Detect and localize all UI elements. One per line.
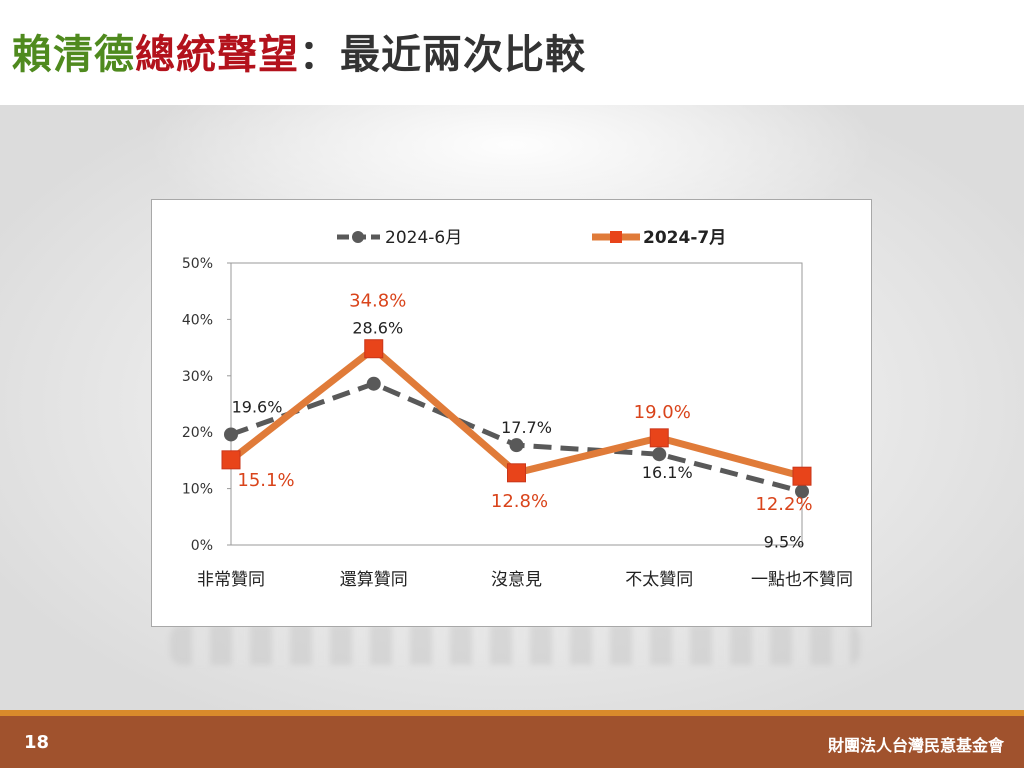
- data-label-2024-6: 16.1%: [642, 463, 693, 482]
- page-number: 18: [24, 732, 50, 753]
- title-name: 賴清德: [12, 32, 135, 78]
- series-point-2024-7: [649, 428, 669, 448]
- data-label-2024-6: 17.7%: [501, 418, 552, 437]
- line-chart: 0% 10% 20% 30% 40% 50% 非常贊同 還算贊同 沒意見 不太贊同 一點也不贊同 19…: [182, 228, 853, 590]
- data-label-2024-7: 12.2%: [755, 494, 812, 515]
- page-title: 賴清德總統聲望：最近兩次比較: [12, 22, 586, 80]
- organization-name: 財團法人台灣民意基金會: [827, 736, 1004, 755]
- legend-marker-2024-6: [352, 231, 364, 243]
- data-label-2024-7: 34.8%: [349, 291, 406, 312]
- chart-panel: 0% 10% 20% 30% 40% 50% 非常贊同 還算贊同 沒意見 不太贊同 一點也不贊同 19…: [151, 199, 872, 627]
- data-label-2024-7: 19.0%: [634, 402, 691, 423]
- series-point-2024-6: [795, 484, 809, 499]
- x-category-label: 一點也不贊同: [751, 570, 853, 590]
- y-tick-label: 20%: [182, 425, 213, 441]
- series-point-2024-7: [364, 339, 384, 359]
- series-point-2024-7: [221, 450, 241, 470]
- legend-label-2024-7: 2024-7月: [643, 228, 726, 248]
- x-category-label: 非常贊同: [197, 570, 265, 590]
- data-label-2024-6: 28.6%: [352, 319, 403, 338]
- series-point-2024-6: [652, 447, 667, 462]
- y-tick-label: 40%: [182, 312, 213, 328]
- footer-accent-strip: [0, 710, 1024, 716]
- plot-area-border: [230, 262, 803, 546]
- x-category-label: 還算贊同: [340, 570, 408, 590]
- footer-bar: 18 財團法人台灣民意基金會: [0, 716, 1024, 768]
- title-bar: 賴清德總統聲望：最近兩次比較: [0, 0, 1024, 105]
- series-point-2024-7: [792, 466, 812, 486]
- series-point-2024-6: [366, 376, 381, 391]
- y-tick-label: 50%: [182, 256, 213, 272]
- series-line-2024-7: [228, 345, 803, 480]
- data-label-2024-7: 15.1%: [237, 470, 294, 491]
- x-category-label: 不太贊同: [625, 570, 693, 590]
- legend-marker-2024-7: [610, 231, 622, 243]
- series-point-2024-6: [224, 427, 238, 442]
- y-tick-label: 30%: [182, 369, 213, 385]
- data-label-2024-6: 9.5%: [764, 532, 805, 551]
- data-label-2024-6: 19.6%: [232, 397, 283, 416]
- y-tick-label: 10%: [182, 482, 213, 498]
- series-point-2024-6: [509, 438, 524, 453]
- title-subtitle: ：最近兩次比較: [299, 32, 586, 78]
- x-category-label: 沒意見: [491, 570, 542, 590]
- title-topic: 總統聲望: [135, 32, 299, 78]
- y-tick-label: 0%: [191, 538, 213, 554]
- background-silhouette: [170, 625, 860, 665]
- legend-label-2024-6: 2024-6月: [385, 228, 462, 248]
- data-label-2024-7: 12.8%: [491, 491, 548, 512]
- series-point-2024-7: [507, 463, 526, 483]
